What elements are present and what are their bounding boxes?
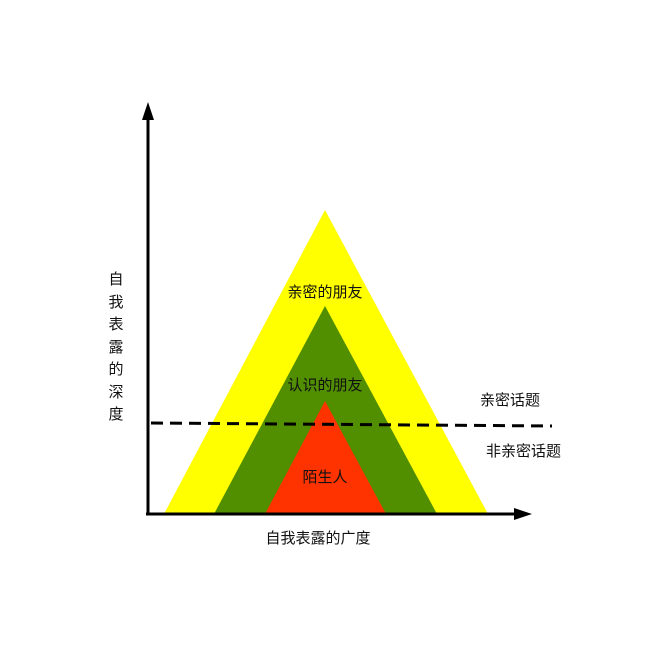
y-axis-label: 自我表露的深度: [107, 268, 125, 426]
x-axis-arrowhead: [514, 508, 532, 520]
inner-layer-label: 陌生人: [302, 468, 348, 486]
outer-layer-label: 亲密的朋友: [287, 283, 363, 301]
y-axis-label-char: 的: [108, 360, 124, 378]
inner-layer-triangle: [265, 401, 386, 514]
x-axis-label: 自我表露的广度: [265, 529, 371, 547]
y-axis-label-char: 我: [108, 292, 124, 311]
y-axis-label-char: 度: [108, 405, 124, 423]
non-intimate-topics-label: 非亲密话题: [486, 442, 562, 460]
y-axis-label-char: 自: [108, 270, 124, 288]
y-axis-label-char: 表: [108, 315, 124, 333]
topic-divider-line: [150, 421, 553, 428]
y-axis-arrowhead: [142, 102, 154, 120]
y-axis-label-char: 深: [108, 382, 124, 401]
intimate-topics-label: 亲密话题: [480, 391, 541, 409]
y-axis-label-char: 露: [108, 337, 124, 356]
middle-layer-label: 认识的朋友: [287, 376, 363, 394]
